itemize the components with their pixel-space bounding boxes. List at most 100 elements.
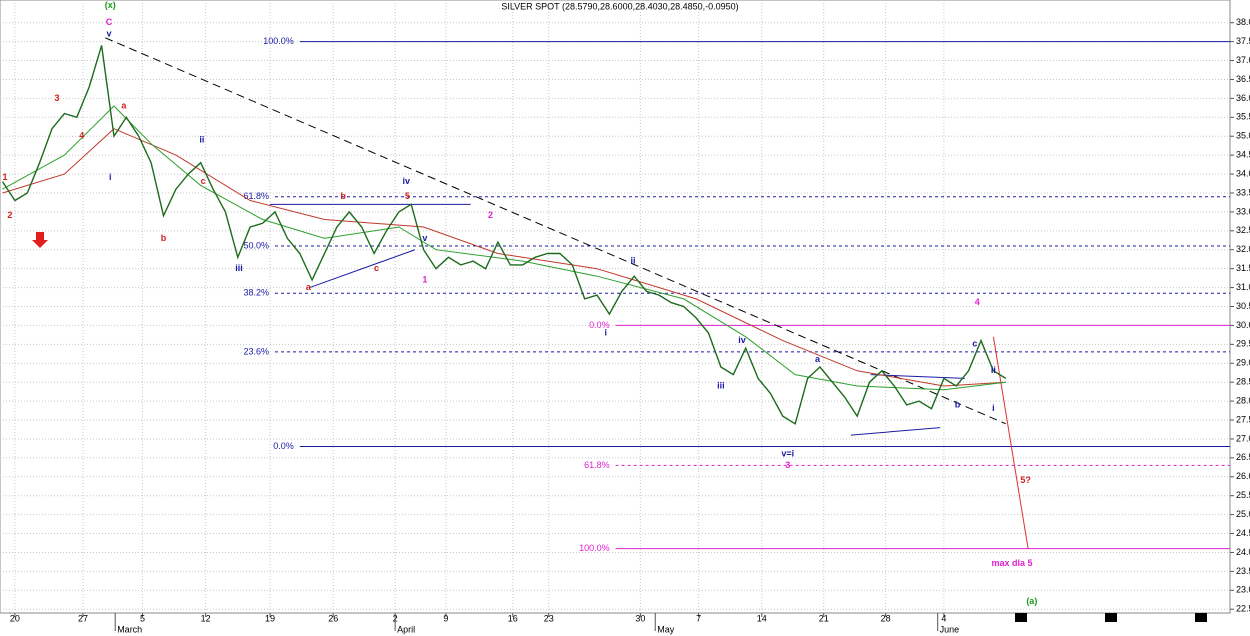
wave-label: 1 [2,172,7,182]
trend-line [992,336,1029,549]
y-tick-label: 31.0 [1236,282,1250,292]
y-tick-label: 22.5 [1236,604,1250,614]
moving-average [2,105,1006,391]
y-tick-label: 30.5 [1236,301,1250,311]
wave-label: i [604,327,607,337]
y-tick-label: 37.0 [1236,55,1250,65]
y-tick-label: 38.0 [1236,17,1250,27]
fib-label: 61.8% [243,191,269,201]
fib-label: 100.0% [579,543,610,553]
wave-label: 3 [785,460,790,470]
x-tick-label: 27 [78,613,88,623]
wave-label: ii [199,134,204,144]
month-label: June [940,624,960,634]
wave-label: a [306,282,312,292]
wave-label: v [422,233,427,243]
y-tick-label: 23.0 [1236,585,1250,595]
x-tick-label: 5 [140,613,145,623]
wave-label: 2 [7,210,12,220]
moving-average [2,128,1006,387]
y-tick-label: 25.5 [1236,490,1250,500]
x-tick-label: 28 [881,613,891,623]
y-tick-label: 31.5 [1236,263,1250,273]
wave-label: i [992,403,995,413]
wave-label: ii [630,255,635,265]
y-tick-label: 32.5 [1236,225,1250,235]
wave-label: c [201,176,206,186]
x-tick-label: 4 [941,613,946,623]
wave-label: 4 [79,131,84,141]
y-tick-label: 28.0 [1236,395,1250,405]
wave-label: iii [717,380,725,390]
wave-label: C [106,17,113,27]
wave-label: b [955,399,961,409]
x-tick-label: 19 [265,613,275,623]
wave-label: 5? [1020,475,1031,485]
y-tick-label: 36.5 [1236,74,1250,84]
x-tick-label: 21 [819,613,829,623]
y-tick-label: 24.0 [1236,547,1250,557]
trend-line [309,249,416,289]
wave-label: b [161,233,167,243]
wave-label: (x) [105,0,116,10]
wave-label: c [374,263,379,273]
y-tick-label: 28.5 [1236,377,1250,387]
wave-label: v=i [781,448,794,458]
month-label: March [117,624,142,634]
trend-line [105,37,1006,425]
wave-label: max dla 5 [991,558,1032,568]
month-label: April [397,624,415,634]
wave-label: i [109,172,112,182]
y-tick-label: 27.5 [1236,414,1250,424]
wave-label: a [121,100,127,110]
wave-label: (a) [1026,596,1037,606]
wave-label: iv [738,335,746,345]
wave-label: 3 [54,93,59,103]
wave-label: c [972,339,977,349]
x-tick-label: 26 [328,613,338,623]
axis-block [1015,613,1027,622]
chart-title: SILVER SPOT (28.5790,28.6000,28.4030,28.… [501,1,738,11]
down-arrow [32,232,48,248]
wave-label: 2 [488,210,493,220]
x-tick-label: 7 [696,613,701,623]
x-tick-label: 16 [508,613,518,623]
x-tick-label: 20 [10,613,20,623]
fib-label: 50.0% [243,240,269,250]
y-tick-label: 24.5 [1236,528,1250,538]
y-tick-label: 35.5 [1236,112,1250,122]
wave-label: b [340,191,346,201]
marks: 100.0% 61.8% 50.0% 38.2% 23.6% 0.0% 0.0% 61.8% 1… [1,0,1230,606]
y-tick-label: 35.0 [1236,131,1250,141]
month-label: May [657,624,675,634]
x-tick-label: 30 [635,613,645,623]
y-tick-label: 33.5 [1236,187,1250,197]
wave-label: iii [235,263,243,273]
y-tick-label: 25.0 [1236,509,1250,519]
y-tick-label: 23.5 [1236,566,1250,576]
y-tick-label: 29.5 [1236,339,1250,349]
wave-label: iv [403,176,411,186]
y-tick-label: 33.0 [1236,206,1250,216]
y-tick-label: 29.0 [1236,358,1250,368]
fib-label: 23.6% [243,346,269,356]
wave-label: ii [991,365,996,375]
y-tick-label: 32.0 [1236,244,1250,254]
y-tick-label: 27.0 [1236,433,1250,443]
fib-label: 0.0% [589,320,610,330]
trend-line [870,374,965,379]
x-tick-label: 12 [201,613,211,623]
x-tick-label: 14 [757,613,767,623]
y-tick-label: 26.5 [1236,452,1250,462]
y-tick-label: 37.5 [1236,36,1250,46]
x-tick-label: 9 [443,613,448,623]
price-line [1,45,1007,425]
wave-label: 1 [422,274,427,284]
trend-line [850,427,941,436]
wave-label: v [106,28,111,38]
x-tick-label: 23 [544,613,554,623]
axis-block [1195,613,1207,622]
y-tick-label: 30.0 [1236,320,1250,330]
wave-label: a [815,354,821,364]
y-tick-label: 36.0 [1236,93,1250,103]
